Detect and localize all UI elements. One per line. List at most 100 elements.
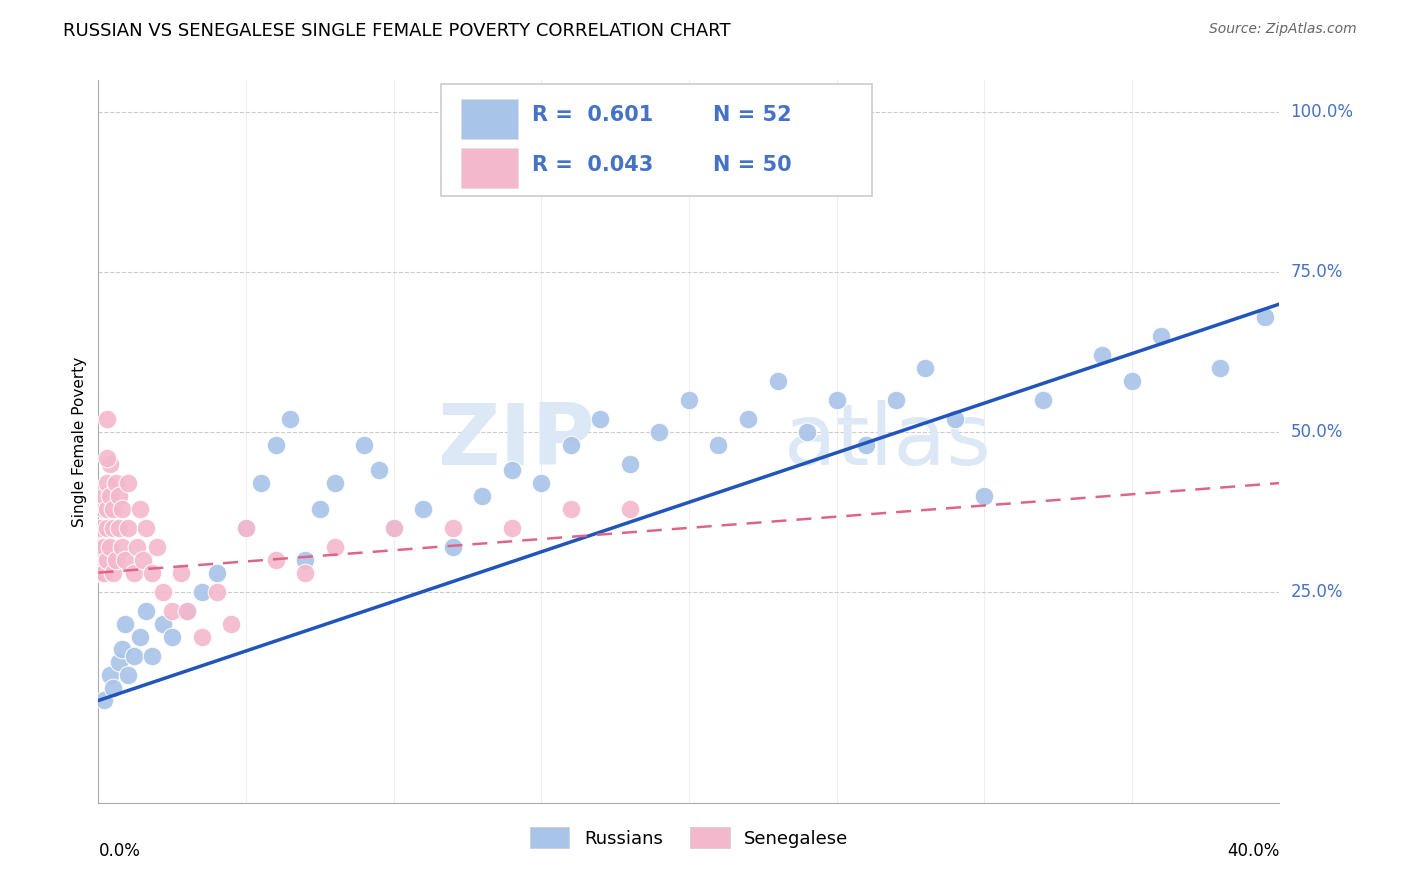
Point (1121, 374, 1143, 388)
Point (98, 457, 121, 471)
Point (501, 521, 523, 535)
Point (648, 425, 671, 439)
Point (117, 476, 139, 491)
Point (114, 616, 136, 631)
Point (884, 392, 907, 407)
Point (122, 648, 145, 663)
Text: 40.0%: 40.0% (1227, 842, 1279, 860)
Point (93, 693, 115, 707)
Point (1254, 310, 1277, 324)
Point (943, 412, 966, 426)
Point (589, 412, 612, 426)
Point (90, 521, 112, 535)
Point (128, 630, 150, 644)
Point (264, 553, 287, 567)
Point (93, 489, 115, 503)
Point (855, 438, 877, 452)
Point (103, 566, 125, 580)
Point (205, 584, 228, 599)
Point (678, 392, 700, 407)
Point (105, 553, 128, 567)
Point (825, 392, 848, 407)
Point (111, 642, 134, 657)
Point (1150, 329, 1173, 343)
Bar (461, 99, 517, 138)
Point (108, 521, 131, 535)
Point (93, 566, 115, 580)
Point (105, 476, 128, 491)
Point (98, 489, 121, 503)
Text: N = 52: N = 52 (713, 105, 792, 126)
Point (294, 566, 316, 580)
Point (191, 630, 214, 644)
Text: 100.0%: 100.0% (1291, 103, 1354, 121)
Point (162, 604, 183, 618)
Y-axis label: Single Female Poverty: Single Female Poverty (72, 357, 87, 526)
Point (96, 521, 118, 535)
Text: R =  0.601: R = 0.601 (531, 105, 654, 126)
Point (412, 501, 434, 516)
Point (170, 566, 193, 580)
Point (135, 521, 157, 535)
Point (323, 540, 346, 554)
Point (141, 566, 163, 580)
Point (96, 412, 118, 426)
Point (501, 463, 523, 477)
Point (796, 425, 818, 439)
Point (96, 450, 118, 465)
Point (176, 604, 198, 618)
Point (103, 681, 125, 695)
Point (250, 476, 273, 491)
Point (914, 361, 936, 376)
Point (560, 501, 582, 516)
Point (108, 489, 131, 503)
Point (737, 412, 759, 426)
Point (117, 668, 139, 682)
Text: R =  0.043: R = 0.043 (531, 154, 654, 175)
Point (619, 457, 641, 471)
Point (162, 630, 183, 644)
Point (441, 540, 464, 554)
Point (114, 553, 136, 567)
Point (111, 501, 134, 516)
Point (108, 655, 131, 669)
Point (152, 584, 174, 599)
Text: 0.0%: 0.0% (98, 842, 141, 860)
Point (530, 476, 553, 491)
Point (176, 604, 198, 618)
Point (117, 521, 139, 535)
Text: 25.0%: 25.0% (1291, 582, 1343, 601)
Point (221, 616, 243, 631)
Point (132, 553, 155, 567)
Point (90, 540, 112, 554)
Point (122, 566, 145, 580)
Point (280, 412, 302, 426)
Point (93, 540, 115, 554)
Point (103, 501, 125, 516)
Point (235, 521, 257, 535)
Text: N = 50: N = 50 (713, 154, 792, 175)
Point (96, 476, 118, 491)
Point (560, 438, 582, 452)
Point (323, 476, 346, 491)
Point (973, 489, 995, 503)
Point (103, 521, 125, 535)
Point (294, 553, 316, 567)
Text: 50.0%: 50.0% (1291, 423, 1343, 441)
Point (353, 438, 375, 452)
Text: atlas: atlas (783, 400, 991, 483)
Point (368, 463, 391, 477)
Bar (461, 148, 517, 187)
Point (128, 501, 150, 516)
Point (111, 540, 134, 554)
Point (141, 648, 163, 663)
Point (382, 521, 405, 535)
Point (98, 668, 121, 682)
Point (205, 566, 228, 580)
Point (90, 566, 112, 580)
Point (309, 501, 332, 516)
Point (1209, 361, 1232, 376)
Point (90, 553, 112, 567)
Text: Source: ZipAtlas.com: Source: ZipAtlas.com (1209, 22, 1357, 37)
Point (707, 438, 730, 452)
